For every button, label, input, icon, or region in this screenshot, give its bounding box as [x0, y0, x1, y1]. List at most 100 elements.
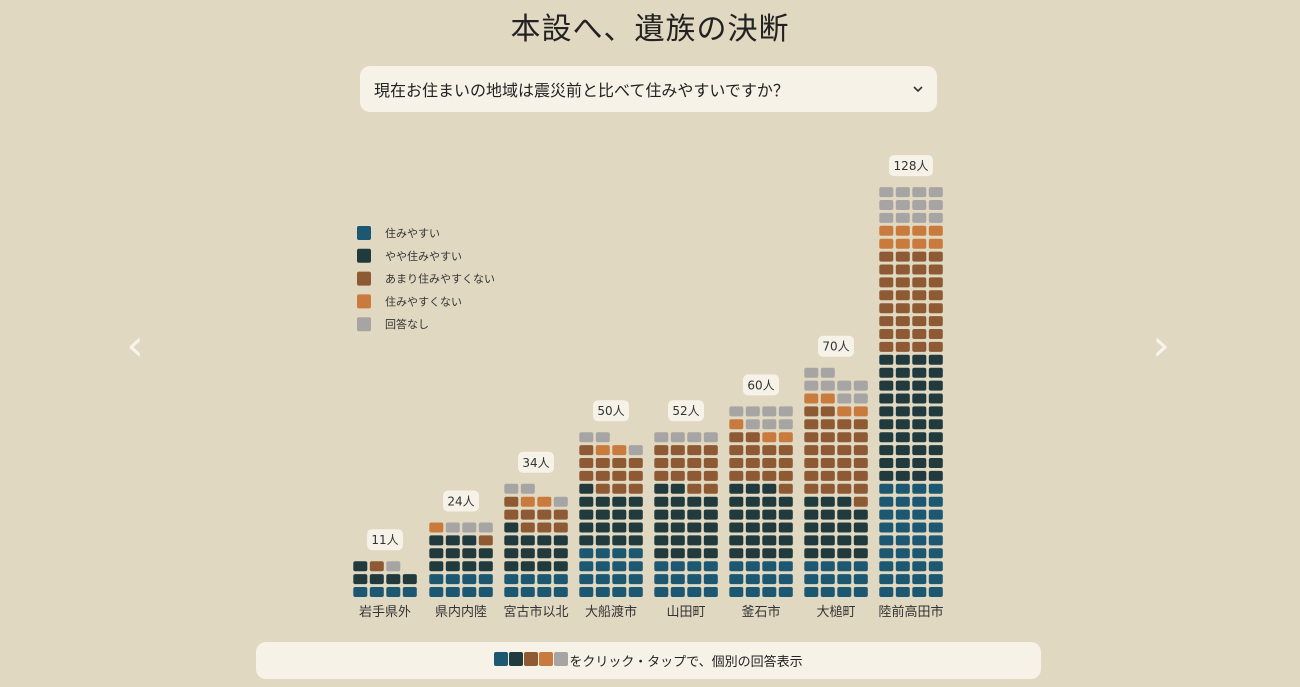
- waffle-cell[interactable]: [895, 200, 910, 210]
- waffle-cell[interactable]: [928, 496, 943, 507]
- waffle-cell[interactable]: [837, 432, 852, 443]
- waffle-cell[interactable]: [537, 535, 552, 546]
- waffle-cell[interactable]: [537, 587, 552, 597]
- waffle-cell[interactable]: [537, 548, 552, 559]
- waffle-cell[interactable]: [386, 561, 401, 572]
- waffle-cell[interactable]: [478, 587, 493, 597]
- waffle-cell[interactable]: [804, 496, 819, 507]
- waffle-cell[interactable]: [654, 548, 669, 559]
- waffle-cell[interactable]: [402, 587, 417, 597]
- waffle-cell[interactable]: [895, 574, 910, 585]
- waffle-cell[interactable]: [778, 509, 793, 520]
- waffle-cell[interactable]: [928, 574, 943, 585]
- waffle-cell[interactable]: [670, 432, 685, 443]
- waffle-cell[interactable]: [687, 432, 702, 443]
- waffle-cell[interactable]: [520, 496, 535, 507]
- waffle-cell[interactable]: [895, 432, 910, 443]
- waffle-cell[interactable]: [853, 445, 868, 456]
- waffle-cell[interactable]: [879, 251, 894, 262]
- waffle-cell[interactable]: [762, 496, 777, 507]
- chevron-left-icon[interactable]: ‹: [126, 320, 144, 371]
- waffle-cell[interactable]: [504, 522, 519, 533]
- waffle-cell[interactable]: [729, 522, 744, 533]
- waffle-cell[interactable]: [612, 535, 627, 546]
- waffle-cell[interactable]: [912, 393, 927, 404]
- waffle-cell[interactable]: [687, 470, 702, 481]
- waffle-cell[interactable]: [895, 406, 910, 417]
- waffle-cell[interactable]: [462, 548, 477, 559]
- waffle-cell[interactable]: [628, 496, 643, 507]
- waffle-cell[interactable]: [804, 432, 819, 443]
- waffle-cell[interactable]: [670, 561, 685, 572]
- waffle-cell[interactable]: [804, 483, 819, 494]
- footer-swatch[interactable]: [539, 651, 554, 666]
- waffle-cell[interactable]: [504, 509, 519, 520]
- waffle-cell[interactable]: [628, 535, 643, 546]
- waffle-cell[interactable]: [895, 212, 910, 223]
- waffle-cell[interactable]: [729, 587, 744, 597]
- waffle-cell[interactable]: [912, 238, 927, 249]
- waffle-cell[interactable]: [853, 496, 868, 507]
- waffle-cell[interactable]: [804, 393, 819, 404]
- waffle-cell[interactable]: [879, 522, 894, 533]
- waffle-cell[interactable]: [687, 574, 702, 585]
- waffle-cell[interactable]: [928, 548, 943, 559]
- waffle-cell[interactable]: [595, 496, 610, 507]
- waffle-cell[interactable]: [895, 458, 910, 468]
- waffle-cell[interactable]: [895, 522, 910, 533]
- waffle-cell[interactable]: [895, 329, 910, 339]
- waffle-cell[interactable]: [520, 574, 535, 585]
- waffle-cell[interactable]: [504, 574, 519, 585]
- waffle-cell[interactable]: [628, 548, 643, 559]
- chevron-right-icon[interactable]: ›: [1152, 320, 1170, 371]
- waffle-cell[interactable]: [745, 445, 760, 456]
- bar-group-1[interactable]: [429, 522, 493, 598]
- waffle-cell[interactable]: [579, 548, 594, 559]
- waffle-cell[interactable]: [879, 587, 894, 597]
- waffle-cell[interactable]: [928, 303, 943, 314]
- waffle-cell[interactable]: [762, 561, 777, 572]
- waffle-cell[interactable]: [762, 509, 777, 520]
- waffle-cell[interactable]: [670, 535, 685, 546]
- waffle-cell[interactable]: [928, 367, 943, 378]
- waffle-cell[interactable]: [912, 509, 927, 520]
- waffle-cell[interactable]: [912, 406, 927, 417]
- waffle-cell[interactable]: [912, 535, 927, 546]
- waffle-cell[interactable]: [912, 483, 927, 494]
- waffle-cell[interactable]: [804, 470, 819, 481]
- waffle-cell[interactable]: [928, 432, 943, 443]
- waffle-cell[interactable]: [628, 483, 643, 494]
- footer-swatch[interactable]: [524, 651, 539, 666]
- waffle-cell[interactable]: [687, 587, 702, 597]
- waffle-cell[interactable]: [445, 535, 460, 546]
- waffle-cell[interactable]: [553, 587, 568, 597]
- waffle-cell[interactable]: [778, 587, 793, 597]
- waffle-cell[interactable]: [853, 483, 868, 494]
- waffle-cell[interactable]: [778, 483, 793, 494]
- waffle-cell[interactable]: [670, 509, 685, 520]
- waffle-cell[interactable]: [745, 496, 760, 507]
- waffle-cell[interactable]: [837, 419, 852, 430]
- waffle-cell[interactable]: [579, 522, 594, 533]
- waffle-cell[interactable]: [687, 535, 702, 546]
- waffle-cell[interactable]: [595, 432, 610, 443]
- bar-group-4[interactable]: [654, 432, 718, 597]
- waffle-cell[interactable]: [478, 574, 493, 585]
- waffle-cell[interactable]: [595, 548, 610, 559]
- waffle-cell[interactable]: [520, 509, 535, 520]
- waffle-cell[interactable]: [687, 522, 702, 533]
- waffle-cell[interactable]: [853, 587, 868, 597]
- waffle-cell[interactable]: [402, 574, 417, 585]
- waffle-cell[interactable]: [703, 509, 718, 520]
- waffle-cell[interactable]: [879, 264, 894, 275]
- waffle-cell[interactable]: [879, 354, 894, 365]
- waffle-cell[interactable]: [837, 470, 852, 481]
- waffle-cell[interactable]: [504, 483, 519, 494]
- waffle-cell[interactable]: [520, 522, 535, 533]
- waffle-cell[interactable]: [912, 445, 927, 456]
- waffle-cell[interactable]: [670, 483, 685, 494]
- waffle-cell[interactable]: [654, 522, 669, 533]
- waffle-cell[interactable]: [520, 535, 535, 546]
- waffle-cell[interactable]: [612, 445, 627, 456]
- waffle-cell[interactable]: [703, 470, 718, 481]
